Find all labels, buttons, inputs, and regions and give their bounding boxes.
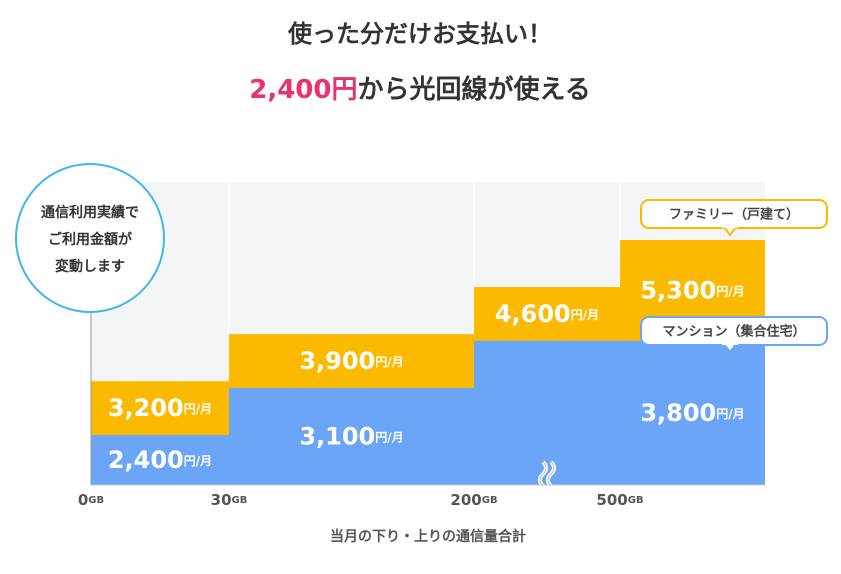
annotation-line: 通信利用実績で [41, 204, 139, 221]
value-label: 3,200円/月 [108, 394, 212, 422]
bar [474, 340, 765, 485]
bar [229, 387, 474, 485]
value-unit: 円/月 [375, 355, 403, 369]
value-label: 3,100円/月 [299, 422, 403, 450]
x-tick-value: 500 [596, 491, 627, 509]
x-tick-unit: GB [628, 495, 644, 506]
x-tick-value: 200 [450, 491, 481, 509]
x-tick-unit: GB [232, 495, 248, 506]
value-label: 4,600円/月 [495, 300, 599, 328]
x-tick-label: 200GB [450, 491, 497, 509]
value-label: 3,800円/月 [640, 399, 744, 427]
value-number: 4,600 [495, 300, 571, 328]
value-unit: 円/月 [716, 406, 744, 420]
value-label: 5,300円/月 [640, 276, 744, 304]
annotation-line: ご利用金額が [48, 231, 133, 248]
legend-pointer-cover [722, 342, 738, 345]
x-tick-value: 30 [211, 491, 232, 509]
value-label: 2,400円/月 [108, 446, 212, 474]
value-unit: 円/月 [716, 284, 744, 298]
value-number: 3,800 [640, 399, 716, 427]
x-tick-label: 0GB [78, 491, 104, 509]
value-label: 3,900円/月 [299, 347, 403, 375]
annotation-line: 変動します [55, 258, 125, 275]
bar [91, 435, 229, 485]
x-tick-unit: GB [482, 495, 498, 506]
chart-subtitle: 2,400円から光回線が使える [249, 74, 590, 105]
legend-label: マンション（集合住宅） [662, 324, 805, 340]
value-unit: 円/月 [375, 430, 403, 444]
value-unit: 円/月 [571, 307, 599, 321]
axis-break-line [539, 461, 555, 487]
x-tick-label: 500GB [596, 491, 643, 509]
value-number: 2,400 [108, 446, 184, 474]
subtitle-rest: から光回線が使える [358, 74, 591, 105]
annotation-bubble [15, 163, 165, 313]
value-number: 3,200 [108, 394, 184, 422]
value-number: 3,100 [299, 422, 375, 450]
chart-title: 使った分だけお支払い！ [287, 20, 552, 48]
x-tick-label: 30GB [211, 491, 248, 509]
value-unit: 円/月 [184, 402, 212, 416]
value-unit: 円/月 [184, 454, 212, 468]
value-number: 3,900 [299, 347, 375, 375]
subtitle-lead: 2,400円 [249, 75, 357, 105]
x-tick-unit: GB [88, 495, 104, 506]
value-number: 5,300 [640, 276, 716, 304]
x-tick-value: 0 [78, 491, 88, 509]
legend-label: ファミリー（戸建て） [669, 207, 799, 223]
x-axis-label: 当月の下り・上りの通信量合計 [330, 528, 526, 545]
legend-pointer-cover [722, 225, 738, 228]
